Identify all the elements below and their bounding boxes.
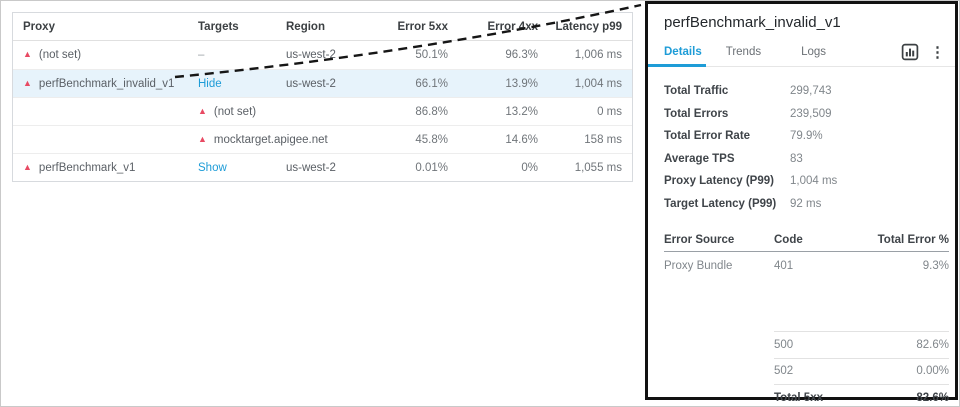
- target-cell: ▲ (not set): [198, 106, 366, 118]
- proxy-name: perfBenchmark_v1: [38, 161, 136, 174]
- panel-title: perfBenchmark_invalid_v1: [664, 14, 841, 31]
- bar-chart-icon[interactable]: [901, 43, 919, 61]
- proxy-name: (not set): [38, 49, 82, 61]
- detail-value: 83: [790, 152, 803, 165]
- error-5xx-cell: 45.8%: [415, 133, 448, 146]
- detail-row: Total Error Rate 79.9%: [664, 125, 939, 148]
- warning-icon: ▲: [198, 133, 207, 144]
- detail-value: 239,509: [790, 107, 832, 120]
- error-pct-value: 9.3%: [922, 260, 949, 272]
- warning-icon: ▲: [23, 49, 32, 59]
- proxy-cell: ▲ (not set): [23, 49, 198, 61]
- targets-cell: Hide: [198, 78, 286, 90]
- error-code-value: 500: [774, 338, 794, 351]
- targets-hide-link[interactable]: Hide: [198, 77, 222, 90]
- warning-icon: ▲: [198, 105, 207, 116]
- latency-cell: 158 ms: [584, 133, 622, 146]
- total-5xx-pct: 82.6%: [916, 391, 949, 404]
- error-source-table: Error Source Code Total Error % Proxy Bu…: [664, 228, 949, 407]
- column-header-proxy[interactable]: Proxy: [23, 20, 55, 33]
- detail-row: Total Errors 239,509: [664, 103, 939, 126]
- latency-cell: 1,004 ms: [574, 77, 622, 90]
- error-5xx-cell: 86.8%: [415, 105, 448, 118]
- tab-bar: Details Trends Logs ⋮: [648, 38, 955, 67]
- detail-value: 92 ms: [790, 197, 822, 210]
- detail-row: Target Latency (P99) 92 ms: [664, 193, 939, 216]
- detail-panel: perfBenchmark_invalid_v1 Details Trends …: [645, 1, 958, 404]
- targets-show-link[interactable]: Show: [198, 161, 227, 174]
- error-4xx-cell: 14.6%: [505, 133, 538, 146]
- detail-row: Total Traffic 299,743: [664, 80, 939, 103]
- error-table-row: 502 0.00%: [774, 357, 949, 385]
- detail-row: Average TPS 83: [664, 148, 939, 171]
- detail-row: Proxy Latency (P99) 1,004 ms: [664, 170, 939, 193]
- panel-icons: ⋮: [901, 43, 955, 61]
- latency-cell: 0 ms: [597, 105, 622, 118]
- error-4xx-cell: 0%: [521, 161, 538, 174]
- error-source-value: Proxy Bundle: [664, 260, 733, 272]
- latency-cell: 1,006 ms: [574, 49, 622, 61]
- total-5xx-label: Total 5xx: [774, 391, 823, 404]
- active-tab-underline: [648, 64, 706, 67]
- error-code-value: 401: [774, 260, 794, 272]
- warning-icon: ▲: [23, 77, 32, 88]
- details-list: Total Traffic 299,743 Total Errors 239,5…: [648, 67, 955, 215]
- targets-cell: Show: [198, 162, 286, 174]
- targets-cell: –: [198, 49, 205, 61]
- error-pct-value: 0.00%: [916, 365, 949, 378]
- error-5xx-cell: 0.01%: [415, 161, 448, 174]
- target-name: mocktarget.apigee.net: [213, 133, 328, 146]
- detail-label: Average TPS: [664, 152, 735, 165]
- tab-trends[interactable]: Trends: [725, 46, 762, 58]
- error-4xx-cell: 13.9%: [505, 77, 538, 90]
- detail-value: 299,743: [790, 85, 832, 98]
- detail-label: Proxy Latency (P99): [664, 175, 774, 188]
- error-table-total-row: Total 5xx 82.6%: [774, 384, 949, 407]
- tab-logs[interactable]: Logs: [801, 46, 827, 58]
- detail-label: Target Latency (P99): [664, 197, 777, 210]
- table-header-row: Proxy Targets Region Error 5xx Error 4xx…: [13, 13, 632, 41]
- error-pct-value: 82.6%: [916, 338, 949, 351]
- detail-label: Total Error Rate: [664, 130, 751, 143]
- detail-label: Total Traffic: [664, 85, 729, 98]
- table-row[interactable]: ▲ (not set) – us-west-2 50.1% 96.3% 1,006…: [13, 41, 632, 69]
- table-row[interactable]: ▲ perfBenchmark_v1 Show us-west-2 0.01% 0…: [13, 153, 632, 181]
- region-cell: us-west-2: [286, 49, 336, 61]
- region-cell: us-west-2: [286, 77, 336, 90]
- detail-label: Total Errors: [664, 107, 729, 120]
- detail-value: 79.9%: [790, 130, 823, 143]
- target-name: (not set): [213, 105, 257, 118]
- error-source-header: Error Source: [664, 233, 735, 246]
- column-header-region[interactable]: Region: [286, 20, 325, 33]
- total-error-pct-header: Total Error %: [877, 233, 949, 246]
- warning-icon: ▲: [23, 161, 32, 172]
- column-header-error5xx[interactable]: Error 5xx: [397, 20, 448, 33]
- error-5xx-rows: 500 82.6% 502 0.00% Total 5xx 82.6%: [774, 331, 949, 407]
- column-header-targets[interactable]: Targets: [198, 20, 239, 33]
- error-4xx-cell: 96.3%: [505, 49, 538, 61]
- table-subrow-target[interactable]: ▲ mocktarget.apigee.net 45.8% 14.6% 158 m…: [13, 125, 632, 153]
- code-header: Code: [774, 233, 803, 246]
- table-subrow-target[interactable]: ▲ (not set) 86.8% 13.2% 0 ms: [13, 97, 632, 125]
- table-row-selected[interactable]: ▲ perfBenchmark_invalid_v1 Hide us-west-2…: [13, 69, 632, 97]
- tab-details[interactable]: Details: [664, 46, 702, 58]
- detail-value: 1,004 ms: [790, 175, 838, 188]
- proxy-table: Proxy Targets Region Error 5xx Error 4xx…: [12, 12, 633, 182]
- error-code-value: 502: [774, 365, 794, 378]
- latency-cell: 1,055 ms: [574, 161, 622, 174]
- more-options-icon[interactable]: ⋮: [930, 43, 945, 61]
- proxy-cell: ▲ perfBenchmark_v1: [23, 162, 198, 174]
- error-table-header: Error Source Code Total Error %: [664, 228, 949, 252]
- proxy-name: perfBenchmark_invalid_v1: [38, 77, 175, 90]
- error-table-row: 500 82.6%: [774, 331, 949, 358]
- error-5xx-cell: 50.1%: [415, 49, 448, 61]
- target-cell: ▲ mocktarget.apigee.net: [198, 134, 366, 146]
- error-table-row: Proxy Bundle 401 9.3%: [664, 252, 949, 280]
- error-4xx-cell: 13.2%: [505, 105, 538, 118]
- column-header-latency[interactable]: Latency p99: [555, 20, 622, 33]
- proxy-cell: ▲ perfBenchmark_invalid_v1: [23, 78, 198, 90]
- region-cell: us-west-2: [286, 161, 336, 174]
- column-header-error4xx[interactable]: Error 4xx: [487, 20, 538, 33]
- error-5xx-cell: 66.1%: [415, 77, 448, 90]
